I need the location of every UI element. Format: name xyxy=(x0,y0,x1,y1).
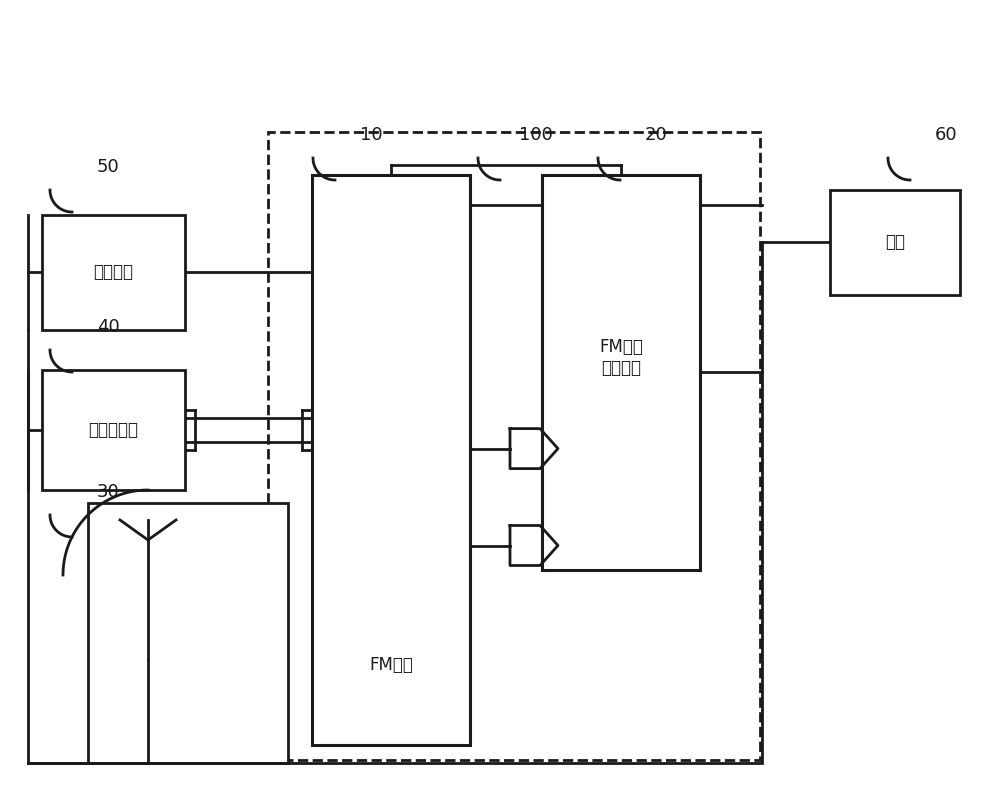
Text: 100: 100 xyxy=(519,126,553,144)
Text: 时钟电路: 时钟电路 xyxy=(94,263,134,282)
Text: FM单元: FM单元 xyxy=(369,656,413,674)
Text: 30: 30 xyxy=(97,483,119,501)
Bar xyxy=(542,175,700,570)
Text: 50: 50 xyxy=(97,158,119,176)
Bar xyxy=(88,503,288,763)
Bar xyxy=(830,190,960,295)
Text: FM线性
供电单元: FM线性 供电单元 xyxy=(599,338,643,377)
Text: 中央控制器: 中央控制器 xyxy=(88,421,138,439)
Bar xyxy=(268,132,760,760)
Text: 10: 10 xyxy=(360,126,382,144)
Text: 60: 60 xyxy=(935,126,957,144)
Bar xyxy=(42,370,185,490)
Bar xyxy=(312,175,470,745)
Text: 电源: 电源 xyxy=(885,233,905,251)
Bar xyxy=(42,215,185,330)
Text: 20: 20 xyxy=(645,126,667,144)
Text: 40: 40 xyxy=(97,318,119,336)
